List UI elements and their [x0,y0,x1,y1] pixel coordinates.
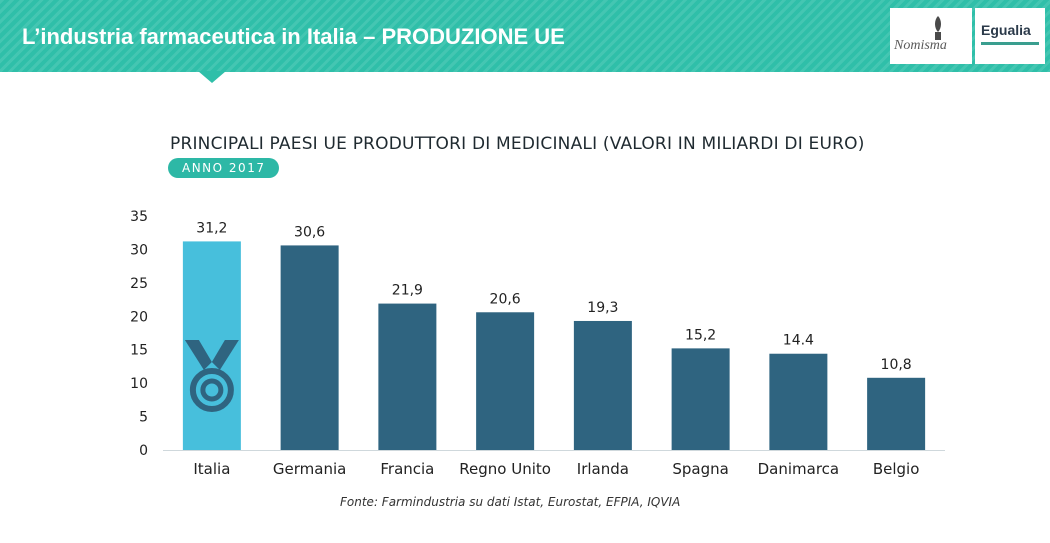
x-tick-label: Irlanda [577,460,629,478]
bar-value-label: 19,3 [587,300,618,316]
y-tick-label: 5 [139,410,148,426]
x-tick-label: Italia [193,460,230,478]
bar-value-label: 14.4 [783,333,814,349]
header-banner [0,0,1050,72]
bar [280,245,339,450]
y-tick-label: 0 [139,443,148,459]
x-tick-label: Regno Unito [459,460,551,478]
bar-value-label: 15,2 [685,327,716,343]
y-tick-label: 20 [130,309,148,325]
egualia-logo: Egualia [975,8,1045,64]
bar-value-label: 21,9 [392,283,423,299]
bar [573,320,632,450]
bar [378,303,437,450]
page-title: L’industria farmaceutica in Italia – PRO… [22,24,565,49]
y-tick-label: 25 [130,276,148,292]
bar-value-label: 30,6 [294,224,325,240]
source-note: Fonte: Farmindustria su dati Istat, Euro… [340,495,681,509]
egualia-logo-text: Egualia [981,22,1031,38]
bar-value-label: 10,8 [881,357,912,373]
y-tick-label: 15 [130,343,148,359]
bar [476,312,535,450]
bar-value-label: 31,2 [196,220,227,236]
egualia-underline [981,42,1039,45]
bar [867,377,926,450]
nomisma-logo-text: Nomisma [894,38,947,53]
x-tick-label: Germania [273,460,346,478]
x-tick-label: Spagna [672,460,728,478]
bar-value-label: 20,6 [490,291,521,307]
nomisma-logo: Nomisma [890,8,972,64]
y-tick-label: 30 [130,242,148,258]
year-badge: ANNO 2017 [168,158,280,178]
x-tick-label: Danimarca [758,460,840,478]
bar [769,353,828,450]
nomisma-emblem-icon [935,16,941,40]
medal-icon [184,340,239,412]
x-tick-label: Belgio [873,460,920,478]
header-notch [198,71,226,83]
y-tick-label: 35 [130,209,148,225]
chart-title: PRINCIPALI PAESI UE PRODUTTORI DI MEDICI… [170,134,865,154]
x-tick-label: Francia [380,460,434,478]
y-tick-label: 10 [130,376,148,392]
bar [671,348,730,450]
